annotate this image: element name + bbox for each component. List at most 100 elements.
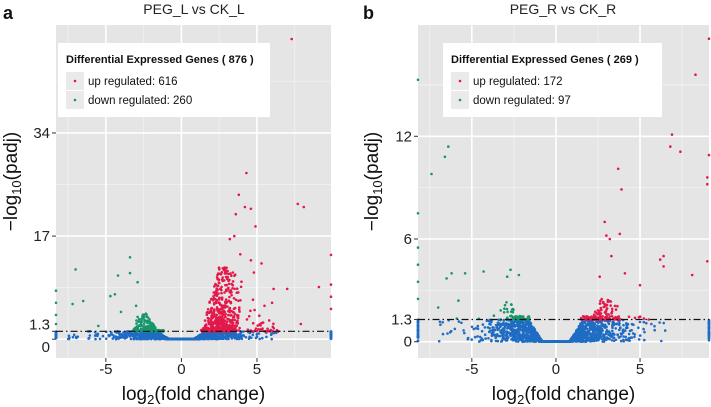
ns-gene-point [329,330,333,333]
ns-gene-point [517,325,521,329]
up-regulated-point [206,316,210,320]
ns-gene-point [592,330,595,333]
up-regulated-point [224,269,228,272]
up-regulated-point [609,300,613,303]
up-regulated-point [228,306,232,310]
up-regulated-point [227,282,231,286]
up-regulated-point [205,313,209,317]
up-regulated-point [208,301,211,304]
ns-gene-point [156,332,159,335]
down-regulated-point [135,329,139,333]
up-regulated-point [707,37,711,40]
up-regulated-point [203,319,207,322]
up-regulated-point [633,316,637,320]
x-axis-label-main: log [492,384,517,405]
ns-gene-point [503,325,507,329]
ns-gene-point [619,332,623,335]
ns-gene-point [626,326,629,330]
up-regulated-point [212,310,216,313]
ns-gene-point [653,324,656,328]
up-regulated-point [233,287,236,291]
up-regulated-point [210,314,214,317]
ns-gene-point [521,328,525,331]
y-axis-label-rest: (padj) [362,132,383,181]
up-regulated-point [207,311,211,315]
up-regulated-point [226,317,229,321]
ns-gene-point [597,338,600,342]
up-regulated-point [658,258,662,261]
down-regulated-point [97,324,100,328]
ns-gene-point [494,336,498,340]
ns-gene-point [521,335,524,339]
ns-gene-point [184,337,187,341]
ns-gene-point [493,328,497,332]
up-regulated-point [217,281,221,284]
up-regulated-point [260,321,263,325]
ns-gene-point [622,335,625,338]
ns-gene-point [98,337,102,341]
ns-gene-point [530,337,533,340]
ns-gene-point [200,333,204,337]
up-regulated-point [218,268,221,271]
ns-gene-point [483,326,487,329]
ns-gene-point [552,340,555,344]
down-regulated-point [146,316,150,319]
down-regulated-point [148,327,151,330]
ns-gene-point [213,335,217,339]
down-regulated-point [416,78,420,82]
up-regulated-point [229,291,232,294]
up-regulated-point [302,205,306,209]
ns-gene-point [164,336,168,339]
up-regulated-point [249,207,253,211]
y-axis-label-main: −log [1,195,22,231]
down-regulated-point [416,297,420,301]
up-regulated-point [249,309,252,313]
up-regulated-point [261,327,264,330]
ns-gene-point [438,320,442,324]
up-regulated-point [604,303,607,306]
up-regulated-point [613,304,617,308]
down-regulated-point [135,319,138,322]
ns-gene-point [628,329,632,333]
ns-gene-point [199,336,202,340]
ns-gene-point [617,320,621,323]
ns-gene-point [203,337,207,340]
ns-gene-point [582,325,585,329]
up-regulated-point [257,328,260,331]
ns-gene-point [618,322,621,325]
ns-gene-point [505,339,509,342]
up-regulated-point [604,315,607,319]
down-regulated-point [416,246,420,249]
up-regulated-point [254,225,257,228]
y-axis-label-subscript: 10 [370,180,385,194]
ns-gene-point [631,332,635,335]
up-regulated-point [258,314,261,318]
up-regulated-point [638,315,642,319]
ns-gene-point [182,337,185,341]
ns-gene-point [129,337,133,341]
down-regulated-point [416,280,420,284]
ns-gene-point [517,331,521,335]
up-regulated-point [216,284,220,288]
x-tick-label: -5 [465,361,478,378]
legend-key-up-icon [458,79,462,83]
up-regulated-point [670,133,674,136]
x-tick-label: 5 [253,361,261,378]
ns-gene-point [524,329,527,332]
up-regulated-point [230,293,233,297]
down-regulated-point [447,145,450,148]
panel-letter: b [363,3,374,23]
ns-gene-point [130,332,133,336]
ns-gene-point [604,332,608,336]
up-regulated-point [598,275,601,279]
down-regulated-point [505,275,509,279]
down-regulated-point [509,268,512,272]
ns-gene-point [441,332,445,336]
up-regulated-point [230,309,233,313]
up-regulated-point [602,300,605,304]
x-axis-label: log2(fold change) [492,384,636,407]
ns-gene-point [515,321,519,324]
up-regulated-point [229,289,233,292]
ns-gene-point [476,324,480,328]
ns-gene-point [239,336,242,339]
